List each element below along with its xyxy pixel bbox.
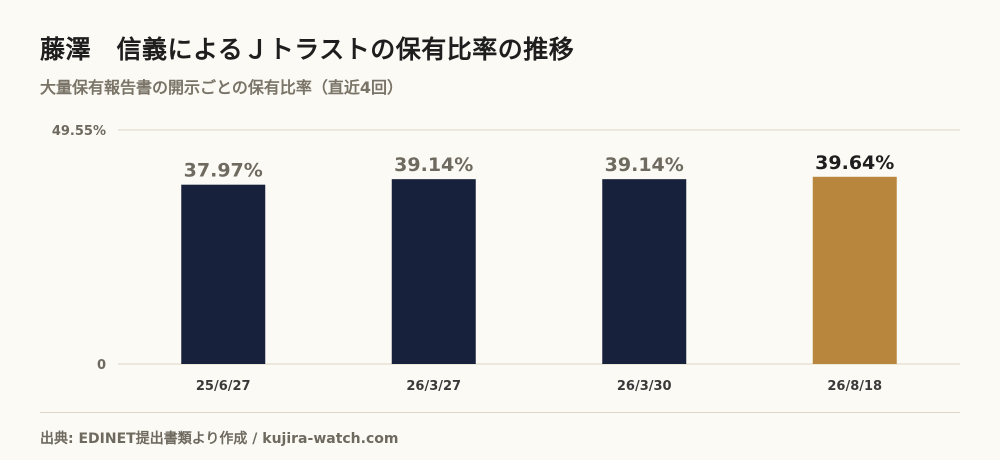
chart-title: 藤澤 信義によるＪトラストの保有比率の推移: [40, 35, 575, 64]
bar: [812, 176, 897, 364]
bar: [181, 184, 266, 364]
bars: [181, 176, 897, 364]
chart-subtitle: 大量保有報告書の開示ごとの保有比率（直近4回）: [40, 78, 403, 97]
source-note: 出典: EDINET提出書類より作成 / kujira-watch.com: [40, 431, 399, 447]
x-axis-tick-labels: 25/6/27 26/3/27 26/3/30 26/8/18: [196, 379, 882, 394]
x-tick-label: 26/3/27: [406, 379, 461, 394]
data-label: 39.14%: [605, 154, 684, 176]
x-tick-label: 26/3/30: [617, 379, 672, 394]
y-tick-label: 49.55%: [52, 124, 106, 139]
y-axis-tick-labels: 0 49.55%: [52, 124, 106, 373]
data-label: 39.64%: [815, 152, 894, 174]
source-divider: [40, 412, 960, 413]
bar-chart: 37.97% 39.14% 39.14% 39.64% 25/6/27 26/3/27 2…: [52, 124, 960, 394]
x-tick-label: 26/8/18: [827, 379, 882, 394]
x-tick-label: 25/6/27: [196, 379, 251, 394]
bar: [391, 179, 476, 364]
data-label: 37.97%: [184, 160, 263, 182]
data-label: 39.14%: [394, 154, 473, 176]
value-labels: 37.97% 39.14% 39.14% 39.64%: [184, 152, 895, 182]
y-tick-label: 0: [97, 358, 106, 373]
bar: [602, 179, 687, 364]
